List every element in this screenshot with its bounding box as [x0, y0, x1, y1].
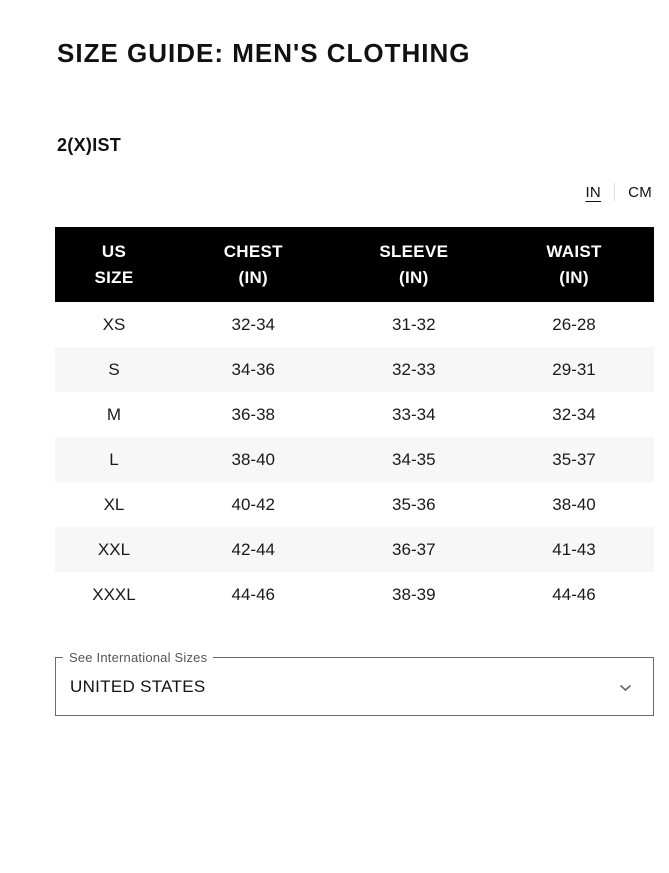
cell-us-size: S [108, 359, 120, 379]
cell-chest: 40-42 [231, 494, 275, 514]
cell-waist: 38-40 [552, 494, 596, 514]
cell-us-size: XXL [97, 539, 131, 559]
cell-chest: 38-40 [231, 449, 275, 469]
cell-us-size: XS [102, 314, 126, 334]
international-size-select[interactable]: See International Sizes UNITED STATES [55, 650, 654, 716]
unit-divider [614, 183, 616, 201]
column-header-waist: WAIST (IN) [494, 227, 654, 302]
unit-option-cm[interactable]: CM [628, 183, 652, 201]
cell-chest: 32-34 [231, 314, 275, 334]
cell-waist: 32-34 [552, 404, 596, 424]
column-header-sleeve: SLEEVE (IN) [333, 227, 495, 302]
table-row: S 34-36 32-33 29-31 [55, 347, 654, 392]
size-table-header: US SIZE CHEST (IN) SLEEVE (IN) WAIST (IN… [55, 227, 654, 302]
cell-chest: 34-36 [231, 359, 275, 379]
cell-sleeve: 34-35 [392, 449, 436, 469]
unit-toggle: IN CM [0, 182, 654, 202]
table-row: L 38-40 34-35 35-37 [55, 437, 654, 482]
cell-us-size: XL [103, 494, 125, 514]
table-row: XS 32-34 31-32 26-28 [55, 302, 654, 347]
cell-sleeve: 35-36 [392, 494, 436, 514]
cell-chest: 36-38 [231, 404, 275, 424]
cell-chest: 42-44 [231, 539, 275, 559]
select-row: UNITED STATES [56, 665, 653, 715]
column-header-chest: CHEST (IN) [173, 227, 334, 302]
brand-name: 2(X)IST [57, 135, 122, 155]
cell-chest: 44-46 [231, 584, 275, 604]
cell-sleeve: 32-33 [392, 359, 436, 379]
cell-us-size: XXXL [92, 584, 136, 604]
table-row: M 36-38 33-34 32-34 [55, 392, 654, 437]
size-table: US SIZE CHEST (IN) SLEEVE (IN) WAIST (IN… [55, 227, 654, 617]
table-row: XXL 42-44 36-37 41-43 [55, 527, 654, 572]
cell-sleeve: 38-39 [392, 584, 436, 604]
unit-option-in[interactable]: IN [585, 183, 602, 201]
cell-sleeve: 33-34 [392, 404, 436, 424]
page-title: SIZE GUIDE: MEN'S CLOTHING [57, 38, 471, 68]
table-row: XL 40-42 35-36 38-40 [55, 482, 654, 527]
cell-us-size: M [106, 404, 122, 424]
select-value: UNITED STATES [70, 677, 206, 696]
cell-waist: 41-43 [552, 539, 596, 559]
cell-waist: 44-46 [552, 584, 596, 604]
size-table-body: XS 32-34 31-32 26-28 S 34-36 32-33 29-31… [55, 302, 654, 617]
cell-sleeve: 31-32 [392, 314, 436, 334]
select-label: See International Sizes [69, 650, 208, 665]
cell-sleeve: 36-37 [392, 539, 436, 559]
table-row: XXXL 44-46 38-39 44-46 [55, 572, 654, 617]
chevron-down-icon [617, 679, 634, 696]
cell-waist: 29-31 [552, 359, 596, 379]
cell-us-size: L [109, 449, 119, 469]
cell-waist: 35-37 [552, 449, 596, 469]
cell-waist: 26-28 [552, 314, 596, 334]
column-header-us-size: US SIZE [55, 227, 173, 302]
